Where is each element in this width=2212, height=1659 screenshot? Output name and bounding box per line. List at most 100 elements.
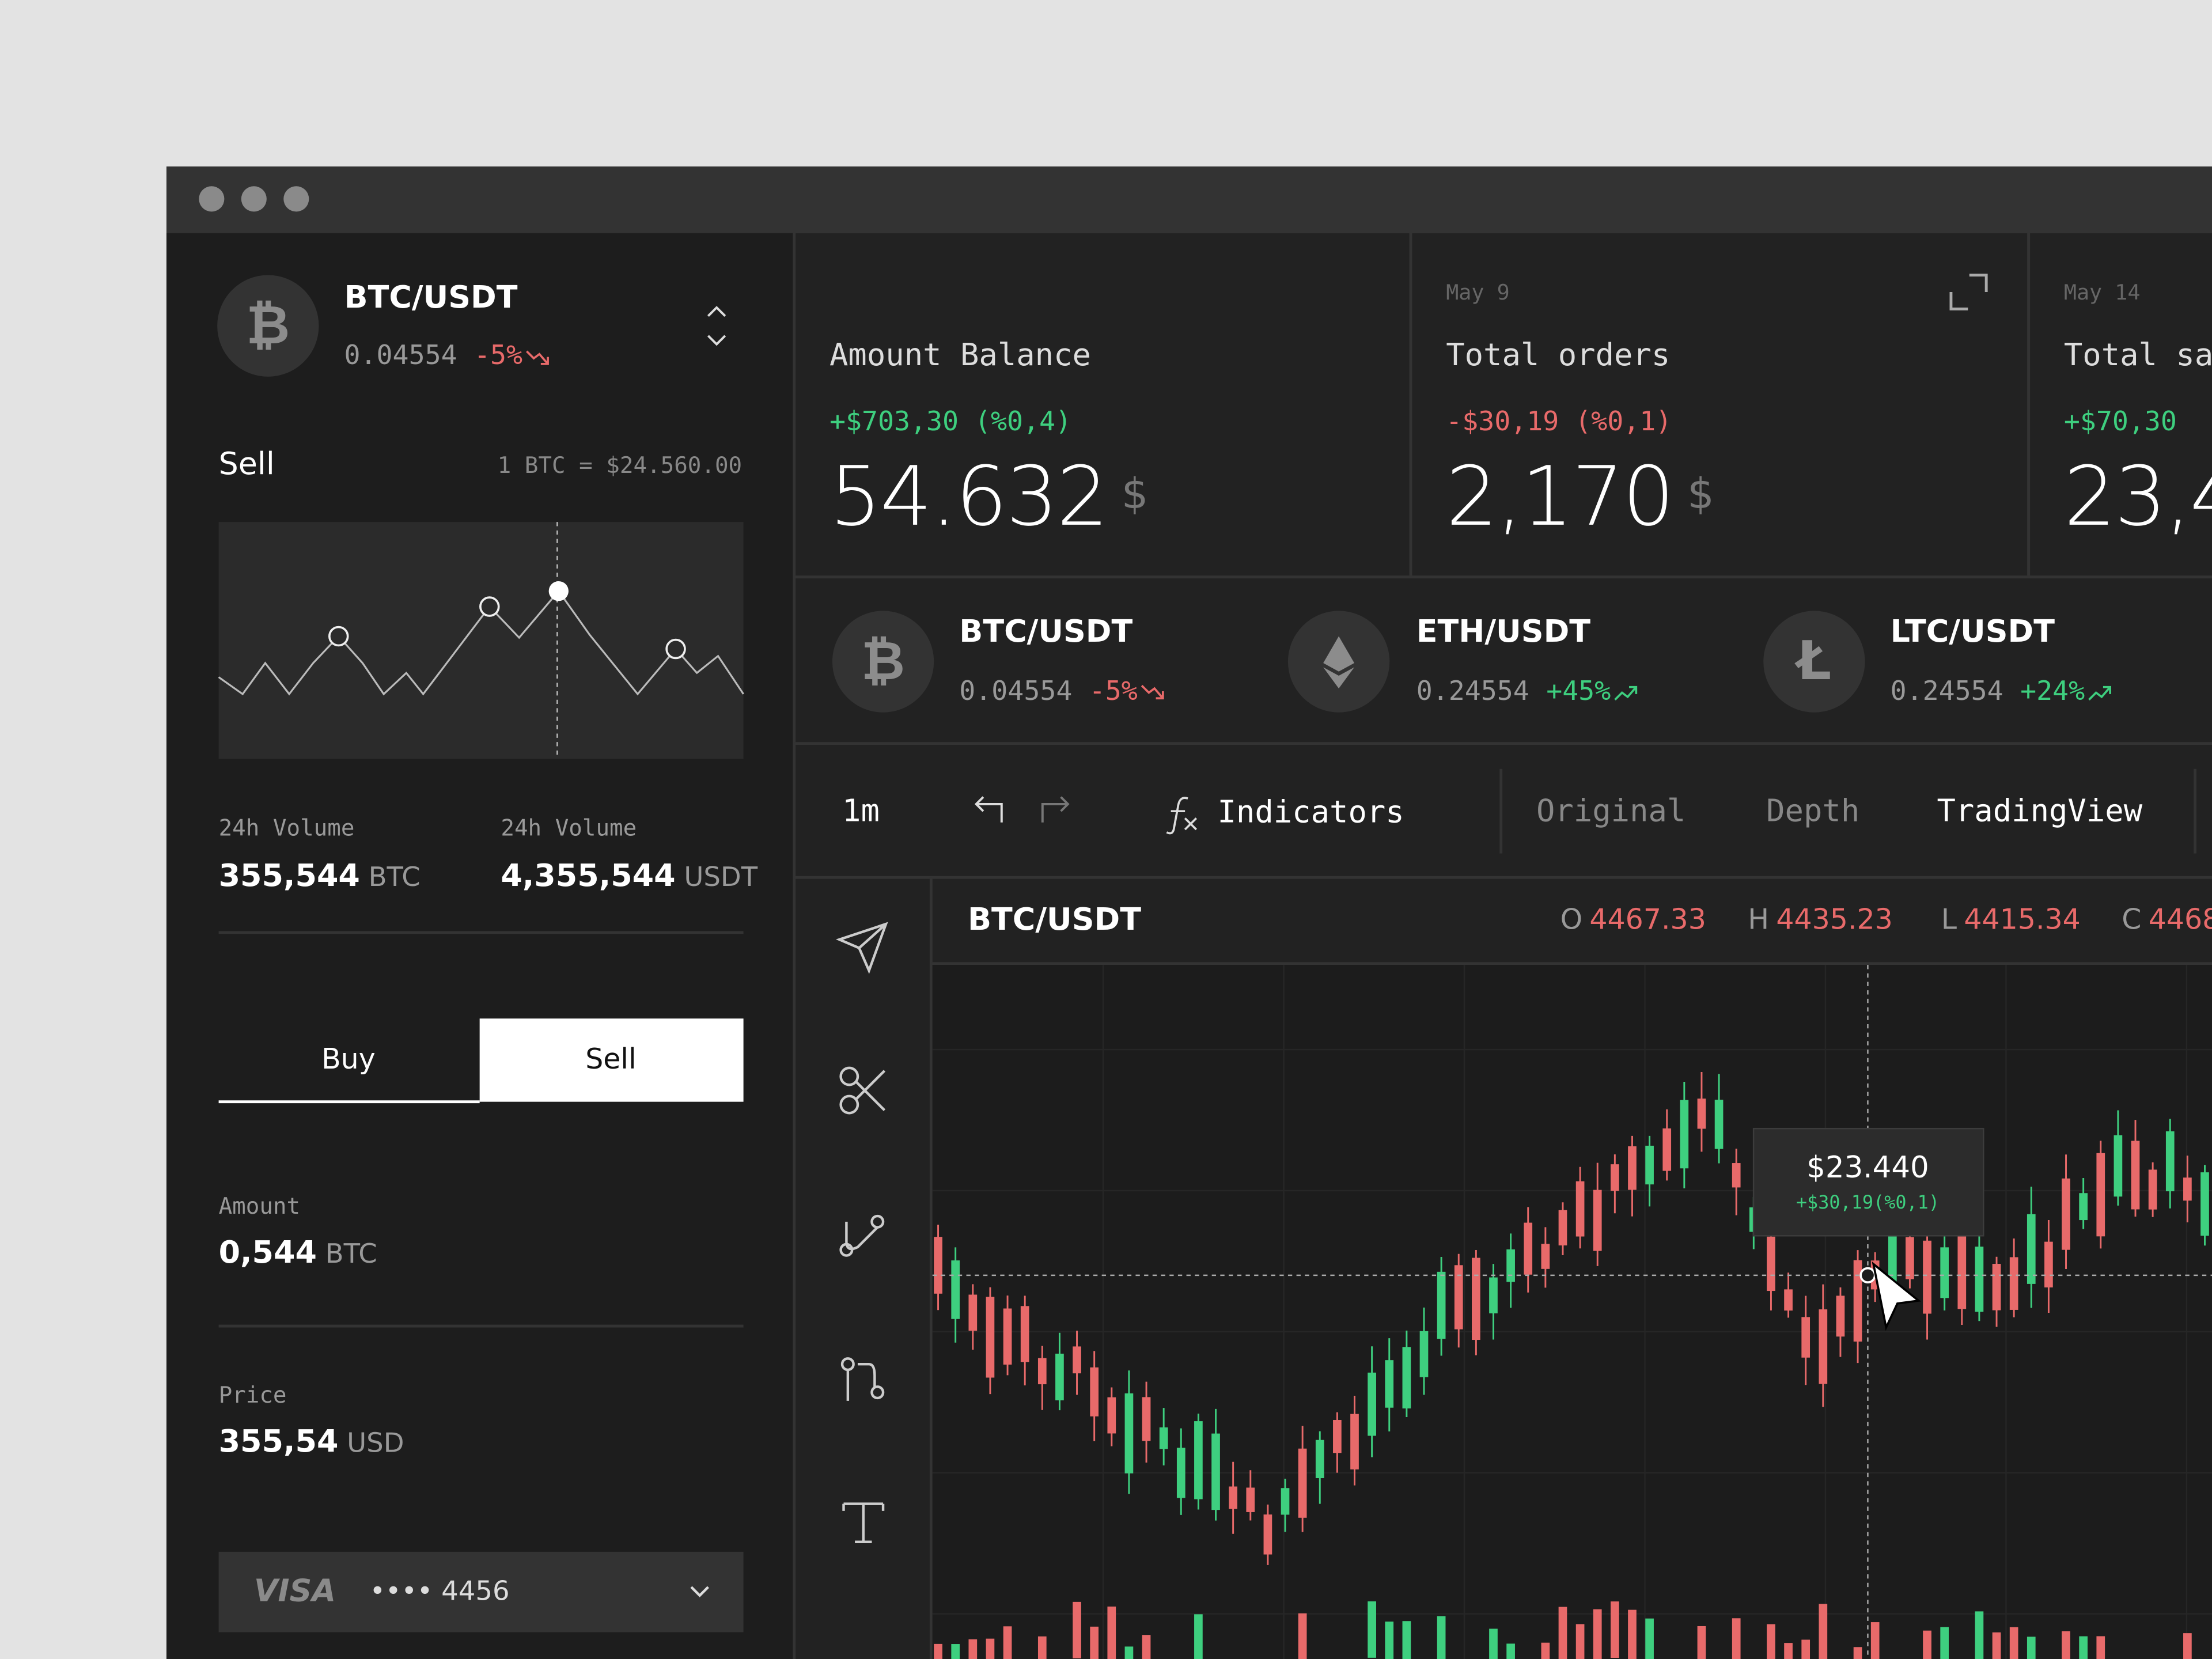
card-select[interactable] — [218, 1551, 744, 1633]
volume-bar — [1628, 1609, 1637, 1659]
undo-icon[interactable] — [974, 796, 1003, 823]
tab-sell-bg[interactable] — [479, 1018, 744, 1102]
candle-body — [1662, 1128, 1672, 1171]
volume-value: 4,355,544 — [501, 857, 675, 893]
card-brand: VISA — [254, 1573, 336, 1609]
candle-body — [2027, 1214, 2036, 1284]
view-tab[interactable]: Original — [1536, 792, 1685, 828]
view-tab[interactable]: TradingView — [1937, 792, 2142, 828]
candle-body — [1263, 1514, 1272, 1555]
pair-switch[interactable] — [707, 335, 726, 346]
volume-bar — [1298, 1613, 1307, 1659]
ohlc-value: 4468 — [2149, 903, 2212, 936]
candle-body — [1368, 1372, 1376, 1436]
candle-body — [2096, 1153, 2105, 1237]
field-unit: BTC — [325, 1238, 377, 1269]
candle-body — [1437, 1271, 1446, 1339]
candle-body — [1107, 1397, 1116, 1434]
candle-body — [1350, 1414, 1359, 1469]
volume-bar — [1801, 1639, 1810, 1659]
stat-change: +$703,30 (%0,4) — [830, 406, 1071, 437]
drawing-tool[interactable] — [839, 1214, 885, 1257]
fx-icon — [1166, 797, 1198, 835]
candle-body — [1124, 1393, 1134, 1474]
candle-body — [1524, 1222, 1533, 1275]
window-dot[interactable] — [283, 186, 309, 212]
stat-date: May 14 — [2064, 280, 2141, 305]
window-dot[interactable] — [241, 186, 267, 212]
drawing-tool[interactable] — [840, 1357, 885, 1401]
volume-bar — [1923, 1630, 1931, 1659]
candle-body — [1975, 1247, 1984, 1312]
volume-bar — [1124, 1646, 1134, 1659]
candle-body — [1906, 1237, 1914, 1279]
ohlc-key: O — [1560, 903, 1583, 936]
view-tab[interactable]: Depth — [1766, 792, 1859, 828]
ticker-change: +45% — [1546, 675, 1611, 706]
volume-bar — [1853, 1647, 1862, 1659]
candle-body — [1037, 1358, 1047, 1385]
ticker-name[interactable]: BTC/USDT — [959, 613, 1132, 649]
coin-icon — [217, 275, 319, 377]
candle-body — [1385, 1360, 1394, 1408]
ohlc-key: C — [2122, 903, 2141, 936]
expand-icon[interactable] — [1949, 291, 1968, 310]
volume-bar — [2096, 1636, 2105, 1659]
candle-body — [1697, 1099, 1706, 1129]
volume-bar — [2183, 1633, 2192, 1659]
candle-body — [1801, 1317, 1810, 1358]
volume-bar — [2009, 1627, 2018, 1659]
tab-buy[interactable]: Buy — [321, 1043, 376, 1075]
trend-icon — [540, 357, 549, 365]
volume-bar — [2062, 1631, 2070, 1659]
candle-body — [1628, 1146, 1637, 1190]
candle-body — [2009, 1257, 2018, 1310]
ticker-name[interactable]: ETH/USDT — [1416, 613, 1591, 649]
volume-bar — [1489, 1628, 1498, 1659]
coin-symbol: ₿ — [246, 294, 290, 356]
candle-body — [1454, 1265, 1463, 1330]
window-dot[interactable] — [199, 186, 225, 212]
pair-switch[interactable] — [707, 306, 726, 317]
interval[interactable]: 1m — [842, 792, 880, 828]
stat-value: 2,170 — [1446, 449, 1673, 544]
field-value[interactable]: 355,54 — [219, 1423, 339, 1459]
stat-title: Total orders — [1446, 336, 1670, 373]
indicators[interactable]: Indicators — [1217, 794, 1404, 830]
ticker-change: -5% — [1089, 675, 1138, 706]
card-chevron — [690, 1586, 709, 1597]
drawing-tool[interactable] — [842, 1502, 885, 1543]
field-value[interactable]: 0,544 — [219, 1234, 317, 1270]
trend-icon — [1156, 691, 1164, 700]
pair-change: -5% — [474, 339, 522, 370]
candle-body — [986, 1297, 995, 1378]
drawing-tool[interactable] — [835, 922, 888, 974]
candle-body — [1159, 1427, 1168, 1449]
coin-icon — [1323, 667, 1355, 689]
candle-body — [1333, 1420, 1342, 1453]
volume-bar — [1037, 1636, 1047, 1659]
tab-sell[interactable]: Sell — [585, 1043, 636, 1075]
volume-bar — [1645, 1618, 1654, 1659]
redo-icon[interactable] — [1041, 796, 1070, 823]
coin-symbol: ₿ — [861, 630, 905, 692]
volume-unit: USDT — [684, 861, 757, 892]
candle-body — [1611, 1164, 1619, 1191]
drawing-tool[interactable] — [839, 1066, 886, 1115]
candle-body — [1402, 1347, 1411, 1409]
candle-body — [1315, 1440, 1324, 1478]
card-number: •••• 4456 — [370, 1575, 510, 1606]
sell-rate: 1 BTC = $24.560.00 — [498, 453, 743, 479]
candle-body — [1767, 1236, 1775, 1291]
expand-icon[interactable] — [1969, 274, 1988, 292]
volume-bar — [2027, 1637, 2036, 1659]
candle-body — [951, 1260, 960, 1319]
candle-body — [2148, 1169, 2157, 1210]
candle-body — [1020, 1306, 1029, 1362]
candle-body — [1506, 1249, 1515, 1282]
volume-label: 24h Volume — [219, 816, 355, 842]
candle-body — [1176, 1448, 1185, 1498]
candle-body — [1645, 1145, 1654, 1185]
ticker-name[interactable]: LTC/USDT — [1891, 613, 2055, 649]
